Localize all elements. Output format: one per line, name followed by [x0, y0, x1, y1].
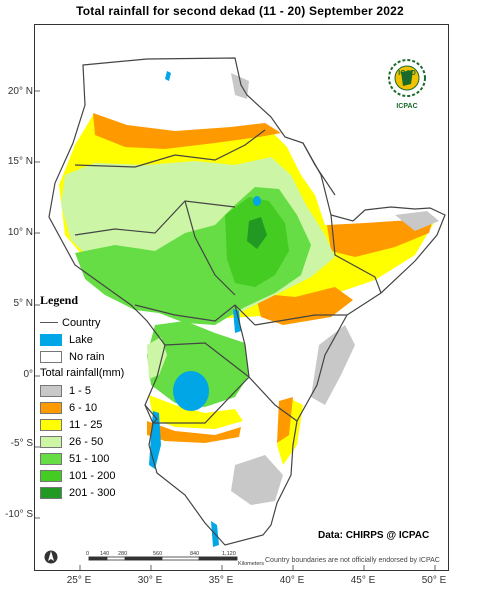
lake-turkana [233, 309, 241, 333]
country-line-swatch [40, 322, 58, 323]
legend-lake-row: Lake [40, 331, 150, 348]
boundary-disclaimer: Country boundaries are not officially en… [265, 557, 440, 564]
scale-tick-label: 140 [100, 551, 110, 557]
class-swatch [40, 384, 62, 397]
lon-label: 50° E [421, 575, 447, 586]
class-label: 51 - 100 [69, 452, 110, 465]
map-frame[interactable] [34, 24, 449, 571]
rain-zone-6-10-east [327, 219, 433, 257]
legend-country-label: Country [62, 316, 101, 329]
class-swatch [40, 469, 62, 482]
legend: Legend Country Lake No rain Total rainfa… [40, 293, 150, 501]
legend-class-row: 26 - 50 [40, 433, 150, 450]
lat-label: -10° S [5, 509, 33, 520]
legend-total-label: Total rainfall(mm) [40, 367, 125, 379]
class-swatch [40, 401, 62, 414]
no-rain-swatch [40, 350, 62, 363]
legend-class-row: 1 - 5 [40, 382, 150, 399]
map-title: Total rainfall for second dekad (11 - 20… [76, 4, 404, 18]
rainfall-map [35, 57, 446, 570]
rain-zone-lakes-51-100 [147, 321, 249, 407]
igad-icpac-logo: IGAD ICPAC [383, 58, 431, 110]
legend-class-row: 51 - 100 [40, 450, 150, 467]
legend-heading: Legend [40, 293, 79, 307]
class-swatch [40, 418, 62, 431]
north-arrow-icon [44, 549, 58, 570]
legend-no-rain-row: No rain [40, 348, 150, 365]
class-swatch [40, 486, 62, 499]
lat-label: 0° [23, 369, 33, 380]
data-credit: Data: CHIRPS @ ICPAC [318, 530, 430, 541]
legend-lake-label: Lake [69, 333, 93, 346]
rain-zone-lakes-11-25 [149, 395, 243, 429]
logo-emblem-icon [388, 59, 426, 97]
lat-label: 5° N [13, 298, 33, 309]
lon-label: 35° E [208, 575, 234, 586]
lake-swatch [40, 333, 62, 346]
legend-class-row: 11 - 25 [40, 416, 150, 433]
scale-tick-label: 1,120 [222, 551, 236, 557]
rain-zone-1-5-south [231, 455, 283, 505]
lon-label: 45° E [350, 575, 376, 586]
logo-bottom-text: ICPAC [396, 103, 418, 110]
scale-tick-label: 280 [118, 551, 128, 557]
lake-tana [253, 196, 261, 206]
class-label: 11 - 25 [69, 418, 103, 431]
lat-label: 20° N [7, 86, 33, 97]
rain-zone-1-5-east [311, 325, 355, 405]
scale-tick-label: 840 [190, 551, 200, 557]
scale-tick-label: 560 [153, 551, 163, 557]
logo-top-text: IGAD [398, 70, 416, 77]
legend-no-rain-label: No rain [69, 350, 105, 363]
rain-zone-201-300 [247, 217, 267, 249]
class-label: 26 - 50 [69, 435, 104, 448]
lon-label: 40° E [279, 575, 305, 586]
graticule [35, 90, 436, 570]
lat-label: 10° N [7, 227, 33, 238]
rain-zone-lakes-26-50 [147, 337, 167, 379]
class-label: 101 - 200 [69, 469, 116, 482]
class-label: 201 - 300 [69, 486, 116, 499]
scale-tick-label: 0 [86, 551, 90, 557]
lake-nile [165, 71, 171, 81]
rain-zone-6-10-north [93, 113, 281, 149]
lon-label: 25° E [66, 575, 92, 586]
rain-zone-coast-orange [277, 397, 293, 443]
rain-zone-lakes-6-10 [147, 421, 241, 443]
lon-label: 30° E [137, 575, 163, 586]
scale-bar [88, 556, 238, 561]
scale-unit: Kilometers [238, 561, 264, 567]
legend-class-row: 201 - 300 [40, 484, 150, 501]
class-label: 1 - 5 [69, 384, 92, 397]
rain-zone-1-5-north [231, 73, 249, 99]
legend-country-row: Country [40, 314, 150, 331]
rain-zone-1-5-horn [395, 211, 439, 231]
lat-label: 15° N [7, 156, 33, 167]
lake-victoria [173, 371, 209, 411]
country-boundaries [48, 57, 446, 546]
legend-class-row: 101 - 200 [40, 467, 150, 484]
lat-label: -5° S [10, 438, 33, 449]
class-swatch [40, 452, 62, 465]
legend-class-row: 6 - 10 [40, 399, 150, 416]
class-label: 6 - 10 [69, 401, 98, 414]
class-swatch [40, 435, 62, 448]
rain-zone-coast [277, 399, 303, 465]
